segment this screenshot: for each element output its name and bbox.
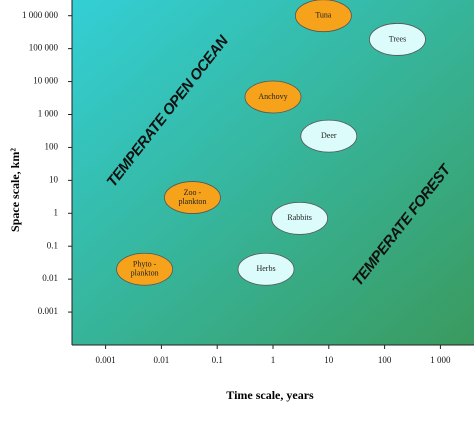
x-axis-title: Time scale, years: [226, 388, 314, 402]
point: [116, 252, 173, 286]
y-tick-label: 100 000: [29, 43, 59, 53]
x-tick-label: 1: [271, 355, 276, 365]
point: [300, 119, 358, 153]
y-tick-label: 0.1: [47, 240, 58, 250]
y-tick-label: 0.001: [38, 306, 58, 316]
y-tick-label: 1 000: [38, 109, 59, 119]
point-label: Deer: [321, 131, 337, 140]
point-label: Trees: [389, 34, 406, 43]
point: [271, 201, 329, 235]
y-tick-label: 0.01: [42, 273, 58, 283]
point-label: Anchovy: [258, 92, 287, 101]
point-label: Tuna: [315, 11, 332, 20]
x-tick-label: 100: [378, 355, 392, 365]
point: [164, 181, 221, 214]
point: [369, 23, 426, 56]
point-label: Phyto -: [133, 260, 157, 269]
point-label: Herbs: [256, 264, 275, 273]
point: [237, 252, 295, 286]
x-tick-label: 0.001: [95, 355, 115, 365]
plot-background: [72, 0, 474, 345]
point-label: plankton: [178, 197, 206, 206]
y-tick-label: 100: [45, 141, 59, 151]
y-tick-label: 10: [49, 174, 59, 184]
point-label: plankton: [131, 269, 159, 278]
point: [244, 80, 302, 114]
x-tick-label: 0.1: [212, 355, 223, 365]
x-tick-label: 10: [324, 355, 334, 365]
point-label: Rabbits: [287, 213, 311, 222]
y-tick-label: 10 000: [33, 76, 58, 86]
x-tick-label: 1 000: [430, 355, 451, 365]
point-label: Zoo -: [184, 188, 202, 197]
x-tick-label: 0.01: [154, 355, 170, 365]
y-tick-label: 1 000 000: [22, 10, 59, 20]
y-tick-label: 1: [54, 207, 59, 217]
point: [295, 0, 352, 33]
y-axis-title: Space scale, km²: [8, 148, 22, 232]
